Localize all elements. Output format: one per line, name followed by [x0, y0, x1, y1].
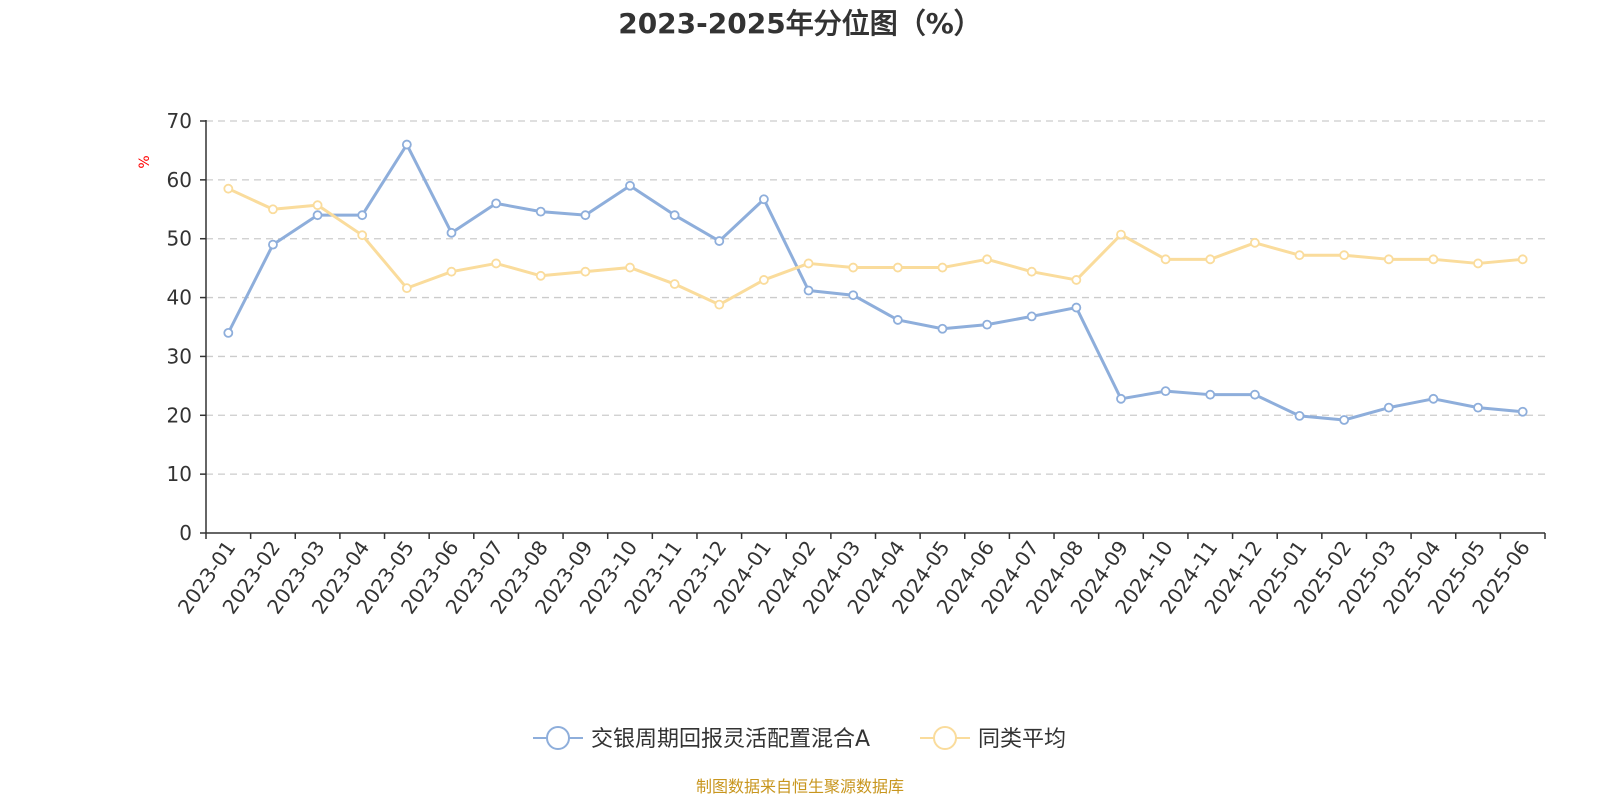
data-point[interactable]	[401, 139, 412, 150]
data-point[interactable]	[268, 239, 278, 250]
data-point[interactable]	[1294, 410, 1305, 421]
data-point[interactable]	[1205, 389, 1216, 400]
data-point[interactable]	[1383, 254, 1394, 265]
data-point[interactable]	[714, 299, 725, 310]
data-point[interactable]	[357, 210, 368, 221]
data-point[interactable]	[669, 279, 680, 289]
data-point[interactable]	[491, 198, 502, 209]
y-tick-label: 30	[167, 344, 192, 368]
y-tick-label: 20	[167, 403, 192, 427]
data-point[interactable]	[357, 230, 368, 241]
data-point[interactable]	[937, 262, 948, 273]
y-tick-label: 40	[167, 286, 192, 310]
data-point[interactable]	[446, 227, 457, 238]
series-line-0	[226, 143, 1523, 422]
legend: 交银周期回报灵活配置混合A 同类平均	[533, 726, 1066, 752]
data-point[interactable]	[625, 262, 635, 273]
data-point[interactable]	[1116, 229, 1126, 240]
y-tick-label: 50	[167, 227, 192, 251]
data-point[interactable]	[759, 194, 769, 205]
data-point[interactable]	[625, 180, 635, 191]
data-point[interactable]	[1428, 393, 1439, 404]
data-point[interactable]	[535, 206, 546, 217]
data-point[interactable]	[491, 258, 502, 269]
data-point[interactable]	[268, 204, 278, 215]
data-point[interactable]	[1071, 275, 1082, 285]
data-point[interactable]	[1249, 389, 1260, 400]
data-point[interactable]	[1160, 254, 1171, 265]
y-axis-unit: %	[137, 155, 153, 168]
data-point[interactable]	[223, 183, 234, 194]
legend-item-1[interactable]: 同类平均	[920, 726, 1066, 752]
data-point[interactable]	[982, 254, 992, 265]
y-tick-label: 60	[167, 168, 192, 192]
data-point[interactable]	[1517, 406, 1528, 417]
data-point[interactable]	[401, 283, 412, 294]
data-point[interactable]	[803, 258, 814, 269]
data-point[interactable]	[714, 236, 725, 246]
data-point[interactable]	[848, 262, 859, 273]
data-point[interactable]	[1249, 237, 1260, 248]
data-point[interactable]	[1026, 266, 1037, 277]
data-point[interactable]	[1339, 415, 1350, 425]
x-axis-ticks: 2023-012023-022023-032023-042023-052023-…	[173, 536, 1535, 618]
data-point[interactable]	[1473, 258, 1483, 269]
data-point[interactable]	[580, 210, 591, 221]
series-line-1	[227, 187, 1523, 307]
legend-label: 交银周期回报灵活配置混合A	[591, 727, 870, 752]
y-axis-ticks: 0 10 20 30 40 50 60 70	[167, 109, 192, 545]
data-point[interactable]	[1294, 250, 1305, 261]
data-point[interactable]	[937, 323, 948, 334]
data-point[interactable]	[1473, 402, 1483, 413]
data-point[interactable]	[1205, 254, 1216, 265]
data-point[interactable]	[535, 270, 546, 281]
data-point[interactable]	[892, 262, 903, 273]
series-lines	[223, 139, 1528, 425]
data-point[interactable]	[759, 275, 769, 285]
data-point[interactable]	[1071, 302, 1082, 313]
data-point[interactable]	[669, 210, 680, 221]
data-point[interactable]	[446, 266, 457, 277]
data-point[interactable]	[982, 319, 992, 330]
data-point[interactable]	[848, 290, 859, 301]
data-point[interactable]	[312, 210, 323, 221]
y-tick-label: 10	[167, 462, 192, 486]
legend-item-0[interactable]: 交银周期回报灵活配置混合A	[533, 726, 870, 752]
data-point[interactable]	[1428, 254, 1439, 265]
legend-label: 同类平均	[978, 727, 1066, 752]
data-point[interactable]	[1160, 386, 1171, 397]
data-point[interactable]	[1517, 254, 1528, 265]
y-tick-label: 0	[179, 521, 192, 545]
data-point[interactable]	[580, 266, 591, 277]
legend-marker	[933, 726, 957, 750]
legend-marker	[546, 726, 570, 750]
data-point[interactable]	[223, 327, 234, 338]
data-point[interactable]	[1116, 393, 1126, 404]
data-point[interactable]	[1383, 402, 1394, 413]
data-source-note: 制图数据来自恒生聚源数据库	[696, 777, 904, 796]
data-point[interactable]	[1339, 250, 1350, 261]
data-point[interactable]	[312, 200, 323, 211]
y-tick-label: 70	[167, 109, 192, 133]
data-point[interactable]	[892, 315, 903, 325]
data-point[interactable]	[1026, 311, 1037, 322]
data-point[interactable]	[803, 285, 814, 296]
chart-title: 2023-2025年分位图（%）	[618, 7, 982, 40]
axes	[200, 120, 1546, 539]
